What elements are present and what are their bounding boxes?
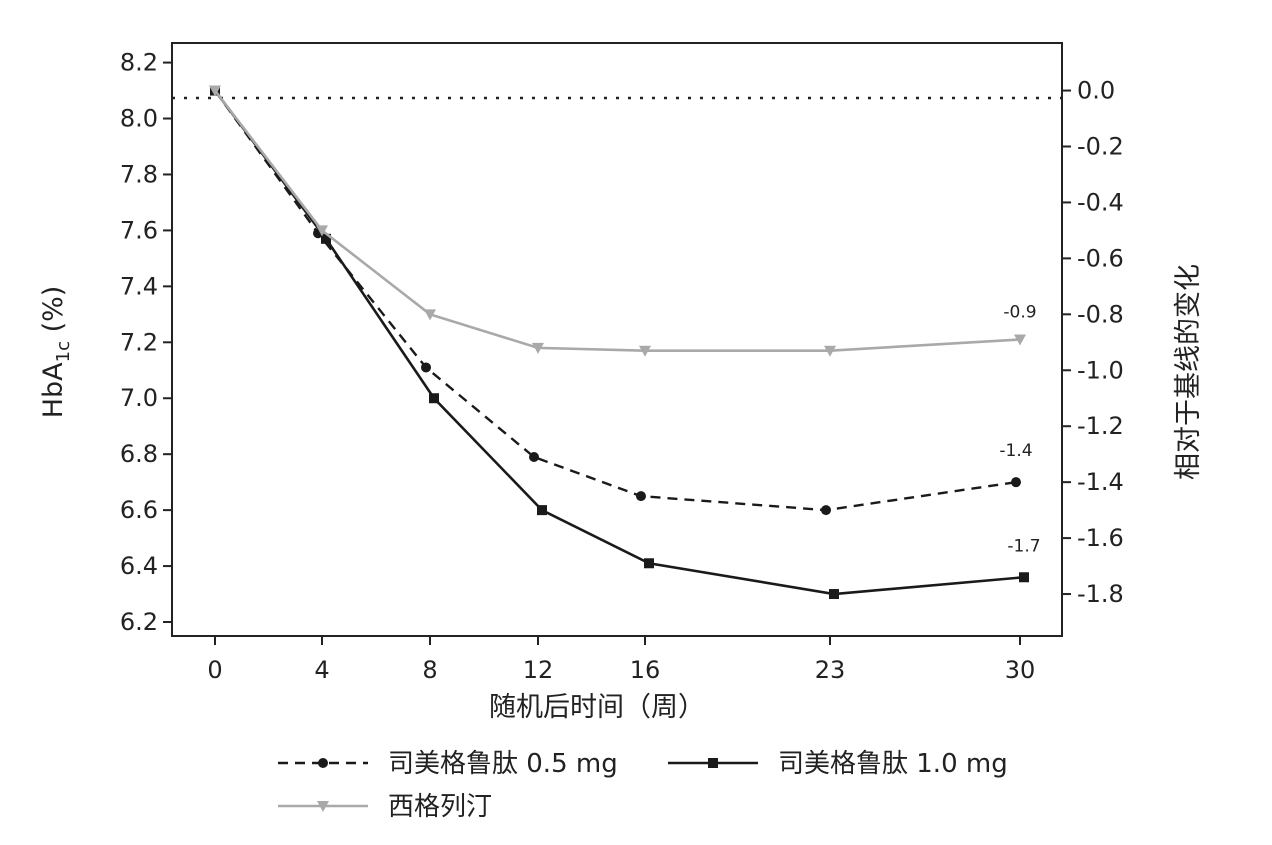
y-axis-left-title-main: HbA [38,362,69,418]
data-point [209,85,221,97]
data-point [824,345,836,357]
right-tick-label: -0.2 [1077,132,1124,160]
left-tick-label: 6.2 [120,608,158,636]
legend-item-1: 司美格鲁肽 0.5 mg [278,749,618,779]
legend-marker [318,758,328,768]
x-axis-title: 随机后时间（周） [489,692,705,723]
data-point [829,589,839,600]
legend-label: 司美格鲁肽 1.0 mg [778,749,1008,779]
series-3 [209,85,1026,357]
series-line-1 [214,89,1017,512]
right-y-axis: 0.0 -0.2 -0.4 -0.6 -0.8 -1.0 -1.2 -1.4 -1.6 -1.8 [1062,77,1124,608]
left-tick-label: 8.2 [120,49,158,77]
left-tick-label: 7.6 [120,216,158,244]
x-tick-label: 12 [523,656,554,684]
right-tick-label: -1.0 [1077,356,1124,384]
legend-item-2: 司美格鲁肽 1.0 mg [668,749,1008,779]
legend-marker [708,758,718,768]
legend: 司美格鲁肽 0.5 mg 司美格鲁肽 1.0 mg 西格列汀 [278,749,1008,822]
left-tick-label: 7.4 [120,272,158,300]
right-tick-label: -1.4 [1077,468,1124,496]
left-tick-label: 6.8 [120,440,158,468]
end-value-label: -0.9 [1003,303,1036,323]
left-tick-label: 8.0 [120,105,158,133]
data-point [1019,572,1029,583]
x-tick-label: 23 [815,656,846,684]
series-layer [209,85,1029,600]
right-tick-label: -1.6 [1077,524,1124,552]
data-point [316,225,328,237]
data-point [1011,477,1021,488]
data-point [532,342,544,354]
series-1 [210,85,1021,516]
left-tick-label: 7.2 [120,328,158,356]
x-tick-label: 0 [207,656,222,684]
left-tick-label: 7.0 [120,384,158,412]
series-line-2 [213,89,1025,596]
y-axis-left-title-sub: 1c [53,341,74,362]
right-tick-label: -0.8 [1077,300,1124,328]
data-point [1014,334,1026,346]
y-axis-left-title-unit: (%) [38,286,69,341]
data-point [429,393,439,404]
legend-label: 西格列汀 [388,792,492,822]
data-point [421,362,431,373]
x-tick-label: 4 [314,656,329,684]
right-tick-label: -0.4 [1077,188,1124,216]
data-point [636,491,646,502]
x-tick-label: 16 [630,656,661,684]
left-tick-label: 6.6 [120,496,158,524]
x-axis: 0 4 8 12 16 23 30 [207,636,1035,684]
legend-item-3: 西格列汀 [278,792,492,822]
series-2 [210,85,1029,600]
end-value-label: -1.4 [999,441,1032,461]
data-point [644,558,654,569]
data-point [424,309,436,321]
data-point [639,345,651,357]
x-tick-label: 30 [1005,656,1036,684]
legend-label: 司美格鲁肽 0.5 mg [388,749,618,779]
y-axis-right-title: 相对于基线的变化 [1173,264,1204,480]
y-axis-left-title: HbA1c (%) [38,286,74,419]
end-value-label: -1.7 [1007,536,1040,556]
plot-frame [171,42,1063,637]
data-point [321,233,331,244]
data-labels: -1.4 -1.7 -0.9 [999,303,1040,557]
left-y-axis: 8.2 8.0 7.8 7.6 7.4 7.2 7.0 6.8 6.6 6.4 6.2 [120,49,172,636]
right-tick-label: -0.6 [1077,244,1124,272]
right-tick-label: -1.2 [1077,412,1124,440]
left-tick-label: 6.4 [120,552,158,580]
legend-marker [317,801,329,812]
right-tick-label: 0.0 [1077,77,1115,105]
left-tick-label: 7.8 [120,160,158,188]
series-line-3 [213,89,1021,352]
data-point [821,505,831,516]
x-tick-label: 8 [422,656,437,684]
data-point [529,451,539,462]
data-point [537,505,547,516]
right-tick-label: -1.8 [1077,580,1124,608]
